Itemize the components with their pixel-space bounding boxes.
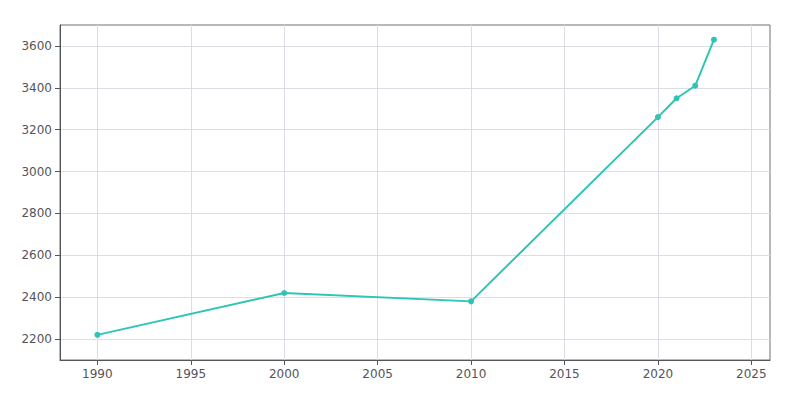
svg-text:3400: 3400 — [21, 81, 52, 95]
svg-text:2600: 2600 — [21, 248, 52, 262]
svg-text:2020: 2020 — [643, 367, 674, 381]
svg-text:2200: 2200 — [21, 332, 52, 346]
svg-text:2015: 2015 — [549, 367, 580, 381]
svg-text:2800: 2800 — [21, 206, 52, 220]
svg-text:3200: 3200 — [21, 123, 52, 137]
svg-text:1990: 1990 — [82, 367, 113, 381]
svg-text:3000: 3000 — [21, 165, 52, 179]
svg-text:2400: 2400 — [21, 290, 52, 304]
svg-text:3600: 3600 — [21, 39, 52, 53]
svg-text:2025: 2025 — [736, 367, 767, 381]
svg-text:2005: 2005 — [362, 367, 393, 381]
svg-text:1995: 1995 — [176, 367, 207, 381]
svg-text:2000: 2000 — [269, 367, 300, 381]
svg-text:2010: 2010 — [456, 367, 487, 381]
